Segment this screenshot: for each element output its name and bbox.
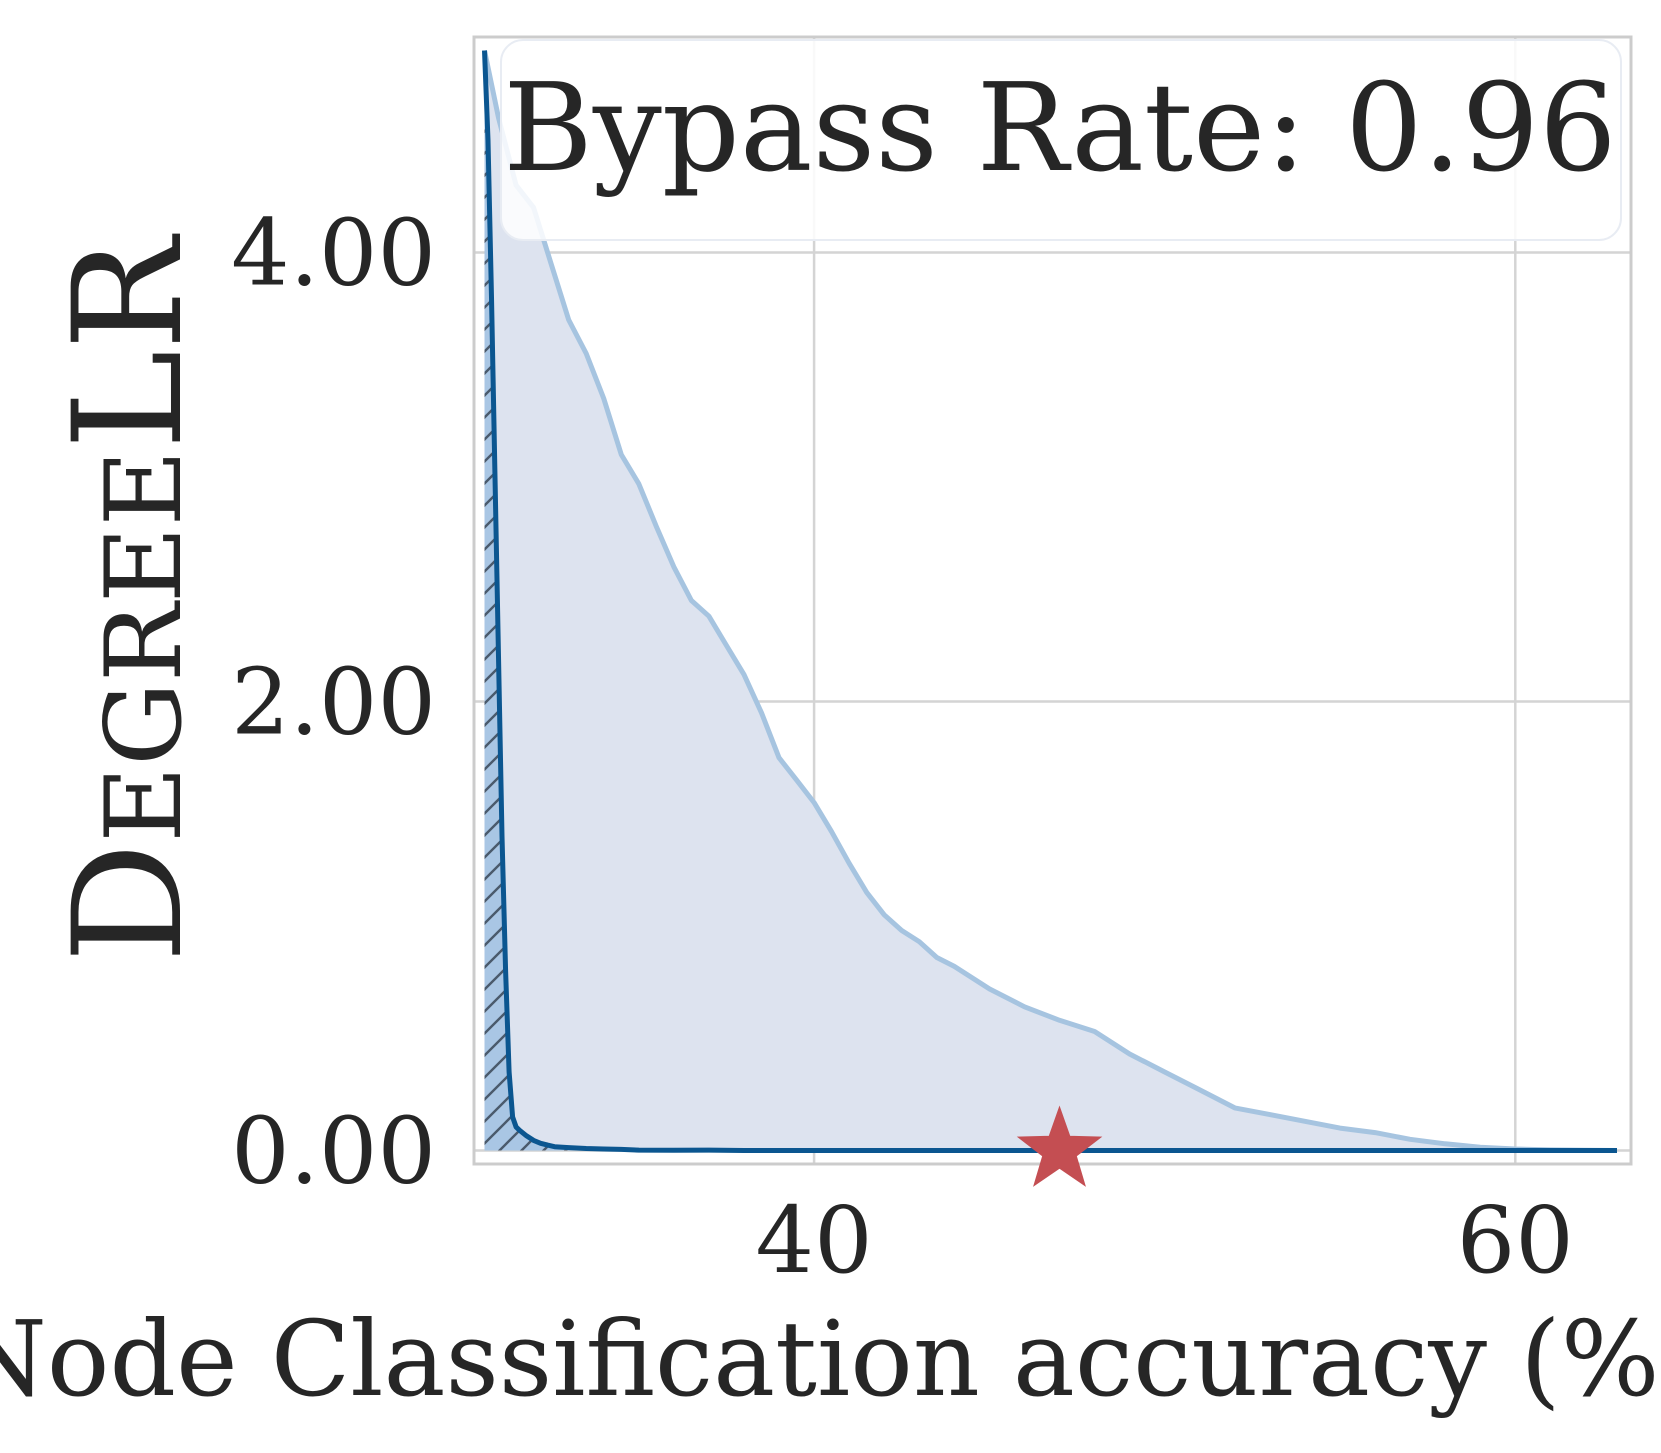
x-tick-labels: 40 60: [756, 1187, 1574, 1294]
star-marker: [1016, 1105, 1103, 1187]
y-tick-labels: 0.00 2.00 4.00: [231, 200, 436, 1205]
bypass-rate-annotation: Bypass Rate: 0.96: [503, 57, 1617, 199]
y-tick-label: 2.00: [231, 649, 436, 756]
x-tick-label: 40: [756, 1187, 873, 1294]
x-axis-title: Node Classification accuracy (%): [0, 1298, 1661, 1420]
y-axis-title: DegreeLR: [42, 233, 216, 963]
upper-envelope-area: [484, 50, 1617, 1151]
y-tick-label: 0.00: [231, 1098, 436, 1205]
annotation-box: Bypass Rate: 0.96: [500, 39, 1622, 241]
upper-envelope-line: [482, 49, 1618, 1153]
y-tick-label: 4.00: [231, 200, 436, 307]
x-tick-label: 60: [1457, 1187, 1574, 1294]
median-line: [482, 50, 1617, 1153]
